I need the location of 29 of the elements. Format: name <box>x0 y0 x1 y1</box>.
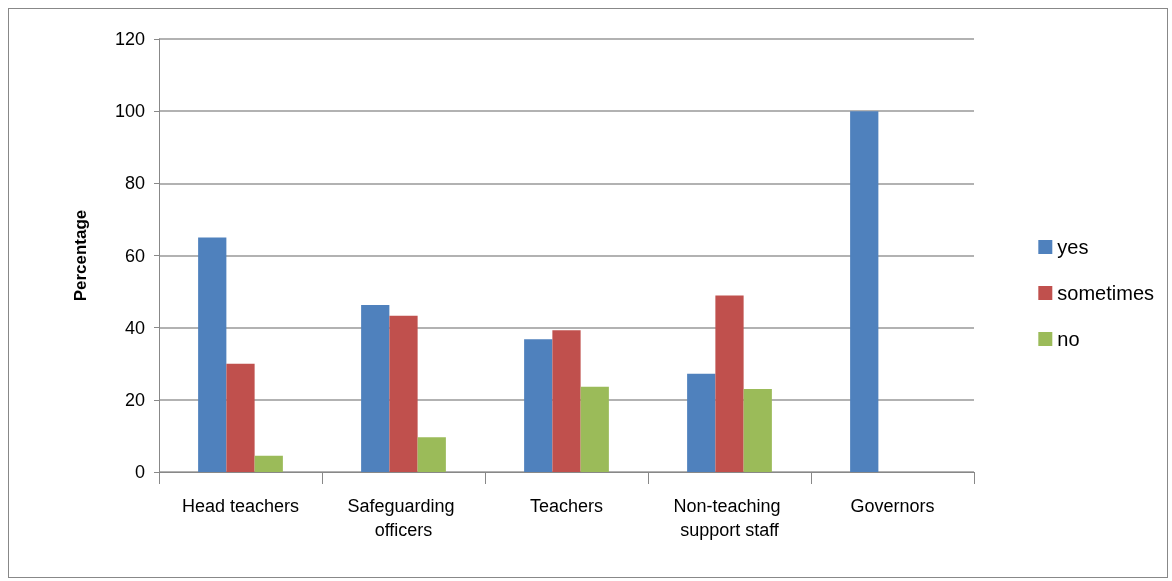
y-tick-label: 120 <box>114 29 145 49</box>
legend-label: no <box>1057 328 1080 350</box>
x-tick-label: Governors <box>850 496 935 516</box>
y-tick-label: 60 <box>124 245 145 266</box>
bar <box>552 330 581 472</box>
bar <box>417 437 446 472</box>
bar <box>580 386 609 472</box>
legend-label: yes <box>1057 236 1089 258</box>
bar <box>361 304 390 472</box>
y-tick-label: 0 <box>134 462 145 482</box>
x-tick-label: Head teachers <box>181 496 300 516</box>
legend-label: sometimes <box>1057 282 1155 304</box>
bar <box>687 373 716 472</box>
y-tick-label: 80 <box>124 173 145 194</box>
y-tick-label: 100 <box>114 101 145 122</box>
bar <box>715 295 744 472</box>
bar <box>389 315 418 472</box>
bar <box>226 363 255 472</box>
y-tick-label: 40 <box>124 317 145 338</box>
bar <box>254 455 283 472</box>
x-tick-label: Safeguarding officers <box>347 496 460 540</box>
y-tick-label: 20 <box>124 389 145 410</box>
x-tick-label: Teachers <box>529 496 604 516</box>
bar <box>524 339 553 472</box>
bar <box>743 389 772 472</box>
bar <box>198 237 227 472</box>
y-axis-title: Percentage <box>71 209 90 302</box>
x-tick-label: Non-teaching support staff <box>673 496 786 540</box>
bar <box>850 111 879 472</box>
